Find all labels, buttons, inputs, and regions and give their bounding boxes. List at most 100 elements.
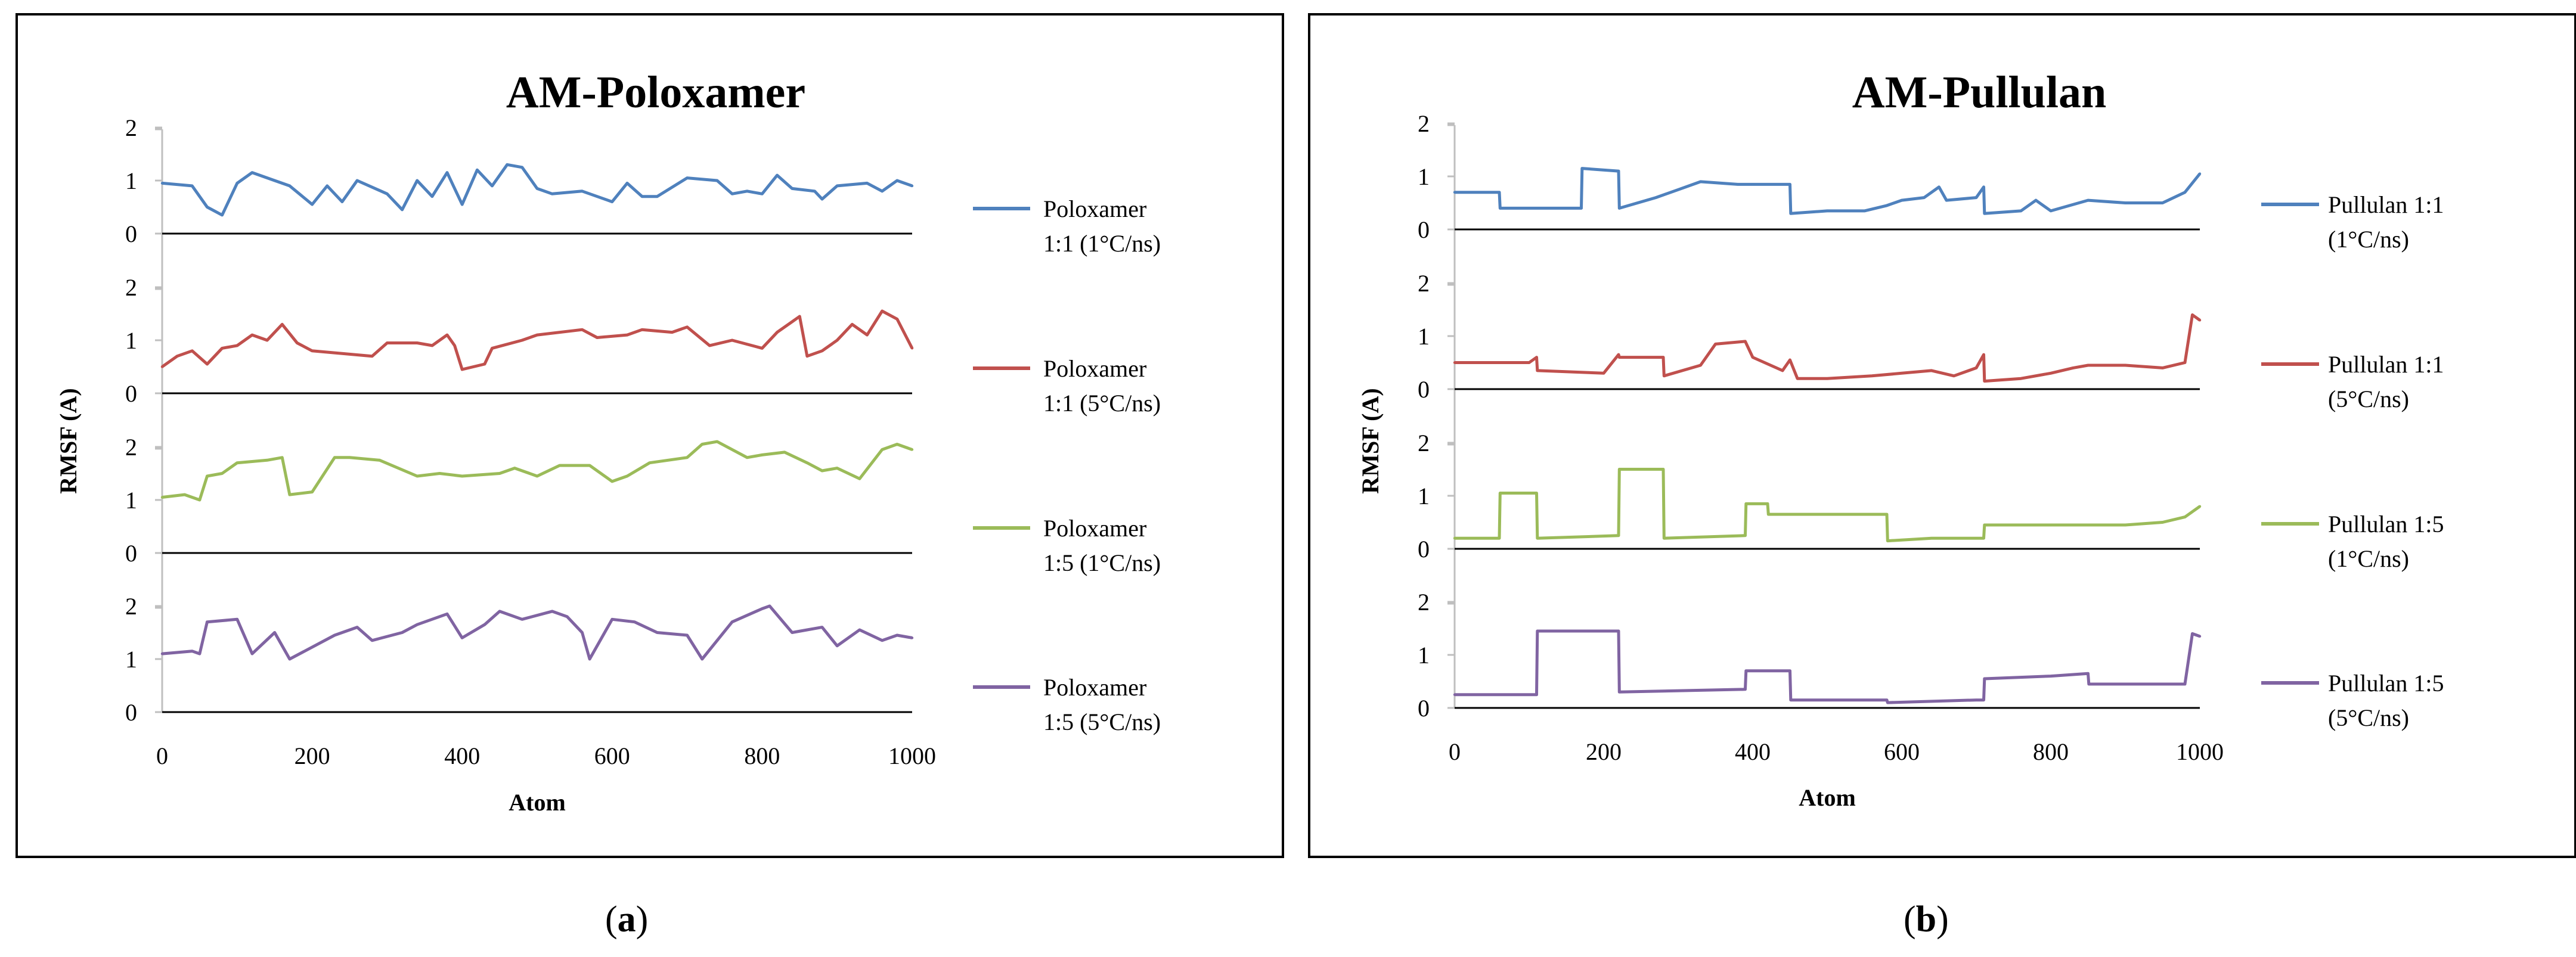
data-point	[160, 652, 164, 655]
panel-label-b-open: (	[1904, 899, 1916, 940]
data-point	[581, 328, 584, 331]
data-point	[1825, 209, 1829, 213]
data-point	[235, 344, 238, 347]
data-point	[1886, 701, 1889, 704]
data-point	[2191, 313, 2194, 316]
data-point	[640, 328, 644, 331]
panel-label-b-close: )	[1936, 899, 1949, 940]
data-point	[311, 349, 314, 352]
x-tick-label: 200	[1586, 738, 1622, 765]
data-point	[783, 450, 786, 454]
data-point	[1536, 537, 1539, 540]
data-point	[776, 173, 779, 177]
data-point	[355, 179, 359, 182]
x-tick-label: 0	[1449, 738, 1461, 765]
data-point	[1870, 374, 1874, 377]
data-point	[1930, 537, 1933, 540]
data-point	[1789, 698, 1792, 701]
y-tick-label: 0	[1418, 216, 1430, 243]
data-point	[813, 189, 816, 192]
data-point	[610, 480, 614, 483]
y-tick-label: 2	[1418, 430, 1430, 456]
data-point	[596, 336, 599, 339]
data-point	[581, 189, 584, 192]
data-point	[836, 644, 839, 647]
data-point	[1602, 372, 1605, 375]
data-point	[895, 179, 899, 182]
data-point	[250, 171, 254, 174]
data-point	[206, 206, 209, 209]
data-point	[491, 347, 494, 350]
data-point	[483, 362, 486, 366]
data-point	[371, 639, 374, 642]
data-point	[640, 195, 644, 198]
data-point	[416, 179, 419, 182]
x-tick-label: 0	[156, 742, 168, 769]
legend-label: (5°C/ns)	[2328, 704, 2409, 731]
data-point	[1453, 191, 1456, 194]
data-point	[625, 182, 629, 185]
data-point	[588, 464, 591, 467]
legend-label: 1:1 (5°C/ns)	[1043, 390, 1161, 417]
data-point	[1580, 167, 1583, 170]
data-point	[2198, 172, 2202, 175]
data-point	[820, 469, 824, 473]
data-point	[1900, 372, 1904, 375]
legend-label: Pullulan 1:5	[2328, 670, 2444, 697]
data-point	[836, 338, 839, 342]
data-point	[1982, 698, 1985, 701]
data-point	[895, 318, 899, 321]
data-point	[235, 182, 238, 185]
data-point	[2049, 675, 2053, 678]
data-point	[520, 618, 524, 621]
data-point	[311, 490, 314, 493]
data-point	[1527, 361, 1531, 364]
data-point	[416, 341, 419, 344]
data-point	[776, 331, 779, 334]
data-point	[791, 631, 793, 634]
legend-label: Pullulan 1:1	[2328, 351, 2444, 378]
data-point	[1536, 629, 1539, 633]
data-point	[700, 443, 703, 446]
data-point	[1498, 537, 1501, 540]
data-point	[858, 628, 861, 632]
data-point	[715, 440, 719, 443]
chart-frame	[16, 13, 1284, 858]
data-point	[550, 192, 554, 195]
data-point	[1983, 212, 1986, 215]
data-point	[296, 341, 299, 344]
data-point	[558, 464, 561, 467]
legend-label: Pullulan 1:5	[2328, 511, 2444, 537]
data-point	[476, 169, 479, 172]
data-point	[820, 197, 824, 201]
data-point	[2019, 377, 2023, 380]
data-point	[498, 472, 501, 475]
chart-title: AM-Poloxamer	[506, 67, 805, 117]
data-point	[1825, 377, 1829, 380]
data-point	[491, 184, 494, 188]
data-point	[1663, 374, 1666, 377]
y-tick-label: 2	[125, 274, 137, 301]
data-point	[311, 203, 314, 206]
data-point	[715, 179, 719, 182]
data-point	[1499, 492, 1502, 495]
data-point	[288, 493, 292, 496]
chart-frame	[1308, 13, 2576, 858]
data-point	[453, 344, 456, 347]
data-point	[1885, 698, 1889, 701]
data-point	[910, 347, 914, 350]
data-point	[2191, 632, 2194, 635]
data-point	[1983, 380, 1986, 383]
legend-label: Poloxamer	[1043, 355, 1146, 382]
data-point	[2183, 682, 2187, 686]
data-point	[761, 192, 764, 195]
data-point	[401, 208, 404, 212]
data-point	[333, 633, 336, 637]
x-tick-label: 400	[444, 742, 480, 769]
data-point	[1974, 196, 1978, 199]
data-point	[730, 338, 734, 342]
y-tick-label: 2	[125, 593, 137, 620]
y-tick-label: 1	[125, 487, 137, 514]
data-point	[633, 620, 636, 623]
